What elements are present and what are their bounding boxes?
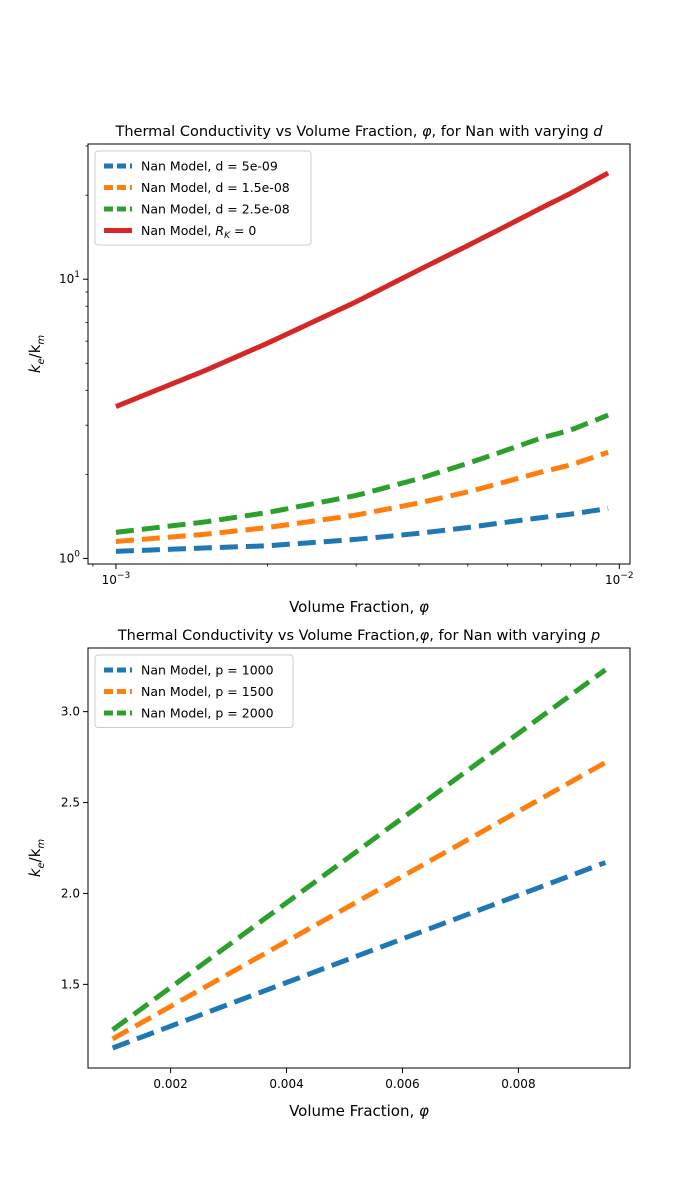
legend-label-3: Nan Model, d = 2.5e-08 bbox=[141, 202, 290, 217]
series-group bbox=[111, 667, 607, 1051]
legend-label-2: Nan Model, d = 1.5e-08 bbox=[141, 180, 290, 195]
series-line-1 bbox=[115, 505, 609, 554]
legend-label-2: Nan Model, p = 1500 bbox=[141, 684, 274, 699]
series-line-2 bbox=[111, 760, 607, 1042]
axes-frame bbox=[87, 647, 631, 1069]
x-axis-label: Volume Fraction, φ bbox=[289, 598, 429, 616]
y-tick-label: 2.0 bbox=[61, 886, 80, 900]
legend: Nan Model, p = 1000 Nan Model, p = 1500 Na… bbox=[94, 654, 294, 728]
legend-frame bbox=[94, 150, 312, 246]
y-axis-label: ke/km bbox=[26, 839, 47, 878]
y-tick-label: 101 bbox=[59, 270, 80, 286]
x-tick-label: 0.008 bbox=[501, 1077, 535, 1091]
y-tick-label: 2.5 bbox=[61, 796, 80, 810]
axes-frame bbox=[87, 143, 631, 565]
series-group bbox=[115, 170, 610, 554]
chart-2: 0.002 0.004 0.006 0.008 1.5 2.0 2.5 3.0 Thermal … bbox=[26, 628, 631, 1120]
series-line-1 bbox=[111, 860, 607, 1051]
x-tick-label: 0.006 bbox=[385, 1077, 419, 1091]
y-tick-label: 1.5 bbox=[61, 977, 80, 991]
legend-label-4: Nan Model, RK = 0 bbox=[141, 223, 256, 241]
x-tick-label: 0.004 bbox=[269, 1077, 303, 1091]
chart-title: Thermal Conductivity vs Volume Fraction,… bbox=[115, 124, 604, 140]
legend: Nan Model, d = 5e-09 Nan Model, d = 1.5e-… bbox=[94, 150, 312, 246]
x-tick-label: 0.002 bbox=[153, 1077, 187, 1091]
y-axis-label: ke/km bbox=[26, 335, 47, 374]
y-tick-label: 100 bbox=[59, 549, 80, 565]
chart-title: Thermal Conductivity vs Volume Fraction,… bbox=[117, 628, 600, 644]
series-line-2 bbox=[115, 449, 609, 544]
legend-label-3: Nan Model, p = 2000 bbox=[141, 706, 274, 721]
x-tick-label: 10−2 bbox=[605, 571, 634, 587]
x-tick-label: 10−3 bbox=[102, 571, 131, 587]
legend-label-1: Nan Model, d = 5e-09 bbox=[141, 159, 278, 174]
legend-label-1: Nan Model, p = 1000 bbox=[141, 663, 274, 678]
y-tick-label: 3.0 bbox=[61, 705, 80, 719]
legend-frame bbox=[94, 654, 294, 728]
series-line-4 bbox=[115, 170, 610, 409]
chart-1: 10−3 10−2 100 101 Thermal Conductivity vs Vo… bbox=[26, 124, 634, 616]
series-line-3 bbox=[111, 667, 607, 1032]
series-line-3 bbox=[115, 412, 610, 535]
x-axis-label: Volume Fraction, φ bbox=[289, 1102, 429, 1120]
